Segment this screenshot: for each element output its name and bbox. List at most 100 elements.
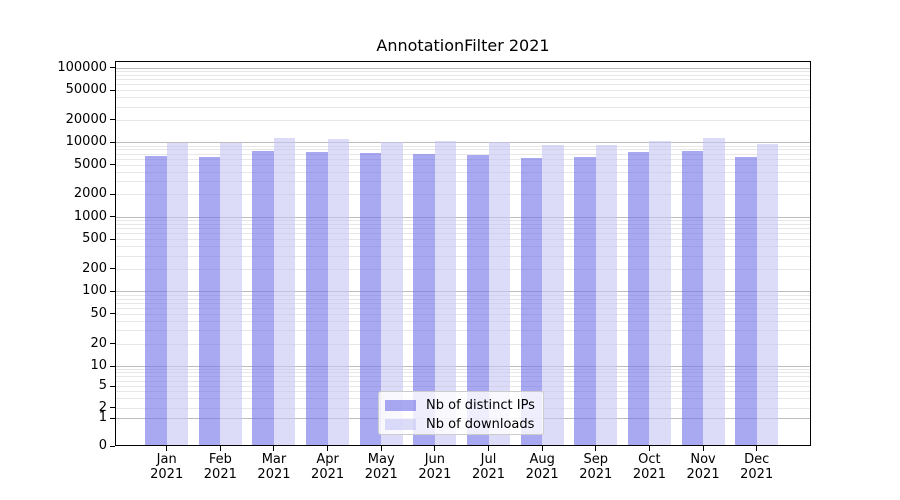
gridline-10000 — [116, 142, 810, 144]
legend-label: Nb of distinct IPs — [426, 398, 535, 413]
gridline-400 — [116, 246, 810, 248]
bar-sep-ips — [574, 157, 596, 445]
x-tick-label-aug: Aug 2021 — [525, 452, 559, 482]
gridline-300 — [116, 255, 810, 257]
y-tick-mark-1 — [110, 417, 115, 419]
x-tick-mark-jan — [166, 446, 168, 451]
gridline-60 — [116, 307, 810, 309]
gridline-4000 — [116, 171, 810, 173]
x-tick-mark-aug — [541, 446, 543, 451]
x-tick-label-jan: Jan 2021 — [150, 452, 184, 482]
gridline-20000 — [116, 119, 810, 121]
x-tick-label-apr: Apr 2021 — [311, 452, 345, 482]
gridline-100000 — [116, 67, 810, 69]
gridline-60000 — [116, 84, 810, 86]
bar-dec-ips — [735, 157, 757, 445]
bar-mar-ips — [252, 150, 274, 445]
gridline-80 — [116, 298, 810, 300]
bar-jun-downloads — [434, 140, 457, 445]
gridline-2000 — [116, 194, 810, 196]
bar-feb-ips — [198, 157, 221, 445]
y-tick-mark-20000 — [110, 119, 115, 121]
gridline-70000 — [116, 79, 810, 81]
y-tick-label-100000: 100000 — [57, 59, 107, 75]
y-tick-mark-50000 — [110, 89, 115, 91]
bar-apr-ips — [306, 151, 328, 445]
gridline-1000 — [116, 216, 810, 218]
bar-apr-downloads — [327, 139, 350, 445]
bar-may-downloads — [381, 141, 403, 445]
gridline-90 — [116, 294, 810, 296]
gridline-40000 — [116, 97, 810, 99]
x-tick-mark-may — [380, 446, 382, 451]
y-tick-label-500: 500 — [82, 231, 107, 247]
x-tick-label-jul: Jul 2021 — [471, 452, 506, 482]
x-tick-label-oct: Oct 2021 — [632, 452, 666, 482]
gridline-5 — [116, 386, 810, 387]
gridline-800 — [116, 224, 810, 226]
y-tick-mark-1000 — [110, 216, 115, 218]
gridline-7000 — [116, 153, 810, 155]
y-tick-label-200: 200 — [82, 260, 107, 276]
y-tick-label-2: 2 — [98, 399, 107, 415]
bar-aug-downloads — [542, 144, 564, 445]
x-tick-label-mar: Mar 2021 — [257, 452, 291, 482]
x-tick-mark-mar — [273, 446, 275, 451]
legend-swatch-icon — [385, 419, 416, 430]
gridline-700 — [116, 228, 810, 230]
y-tick-label-5: 5 — [98, 378, 107, 393]
y-tick-label-0: 0 — [98, 438, 107, 453]
gridline-8 — [116, 372, 810, 374]
y-tick-label-50000: 50000 — [65, 82, 107, 98]
x-tick-mark-apr — [327, 446, 329, 451]
bar-aug-ips — [520, 158, 543, 445]
gridline-7 — [116, 376, 810, 378]
gridline-9 — [116, 369, 810, 371]
gridline-600 — [116, 233, 810, 235]
y-tick-mark-200 — [110, 268, 115, 270]
y-tick-mark-50 — [110, 313, 115, 315]
x-tick-label-feb: Feb 2021 — [203, 452, 237, 482]
gridline-20 — [116, 343, 810, 345]
bar-jun-ips — [413, 153, 435, 445]
y-tick-mark-100 — [110, 290, 115, 292]
gridline-500 — [116, 239, 810, 241]
bar-jan-ips — [145, 155, 167, 445]
gridline-8000 — [116, 149, 810, 151]
bar-jul-downloads — [488, 141, 511, 445]
x-tick-label-may: May 2021 — [364, 452, 398, 482]
gridline-40 — [116, 321, 810, 323]
y-tick-mark-5 — [110, 385, 115, 387]
bar-dec-downloads — [756, 144, 779, 445]
x-tick-label-jun: Jun 2021 — [418, 452, 452, 482]
y-tick-label-20000: 20000 — [65, 111, 107, 127]
legend-swatch-icon — [385, 400, 416, 411]
x-tick-mark-sep — [595, 446, 597, 451]
legend-label: Nb of downloads — [426, 417, 535, 432]
bar-oct-ips — [627, 152, 650, 445]
x-tick-mark-nov — [702, 446, 704, 451]
bar-may-ips — [359, 153, 382, 445]
x-tick-label-nov: Nov 2021 — [686, 452, 720, 482]
gridline-3000 — [116, 181, 810, 183]
gridline-90000 — [116, 71, 810, 72]
x-tick-mark-jul — [488, 446, 490, 451]
y-tick-label-10: 10 — [90, 358, 107, 373]
y-tick-label-50: 50 — [90, 305, 107, 321]
gridline-50 — [116, 313, 810, 315]
bar-sep-downloads — [595, 144, 618, 445]
bar-oct-downloads — [649, 140, 671, 445]
gridline-900 — [116, 220, 810, 222]
y-tick-mark-100000 — [110, 67, 115, 69]
gridline-30000 — [116, 106, 810, 108]
bar-feb-downloads — [220, 142, 242, 445]
y-tick-label-2000: 2000 — [73, 186, 107, 202]
x-tick-label-sep: Sep 2021 — [579, 452, 613, 482]
y-tick-mark-500 — [110, 238, 115, 240]
gridline-6 — [116, 380, 810, 382]
gridline-6000 — [116, 158, 810, 160]
y-tick-label-1000: 1000 — [73, 208, 107, 224]
x-tick-mark-jun — [434, 446, 436, 451]
y-tick-label-100: 100 — [82, 283, 107, 299]
